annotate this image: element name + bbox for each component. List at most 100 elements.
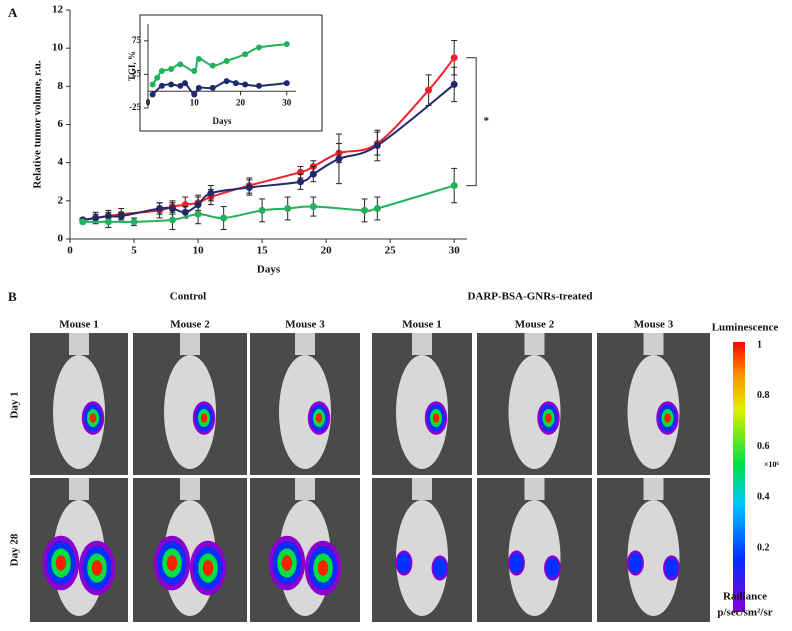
mouse-body: [164, 355, 216, 469]
data-point: [220, 214, 228, 222]
x-tick-label: 15: [257, 245, 269, 257]
y-tick-label: 8: [58, 80, 64, 92]
mouse-label: Mouse 1: [402, 319, 441, 331]
significance-bracket: [466, 57, 477, 187]
colorbar-unit: p/sec/sm²/sr: [717, 607, 772, 619]
data-point: [425, 86, 433, 94]
data-point: [149, 81, 156, 88]
data-point: [191, 91, 198, 98]
holder: [180, 478, 200, 500]
signal: [317, 560, 329, 576]
data-point: [177, 82, 184, 89]
mouse-body: [627, 500, 680, 616]
data-point: [309, 170, 317, 178]
signal: [664, 413, 671, 423]
colorbar: [733, 342, 745, 612]
data-point: [373, 204, 381, 212]
data-point: [284, 204, 292, 212]
annotation: *: [483, 115, 489, 127]
mouse-label: Mouse 3: [285, 319, 325, 331]
signal: [433, 558, 447, 578]
x-tick-label: 20: [321, 245, 333, 257]
x-tick-label: 25: [385, 245, 397, 257]
data-point: [182, 80, 188, 87]
data-point: [156, 204, 164, 212]
trend-line: [82, 57, 455, 221]
signal: [281, 555, 293, 571]
mouse-body: [508, 500, 561, 616]
colorbar-unit-title: Radiance: [723, 591, 767, 603]
y-tick-label: 12: [52, 4, 64, 16]
data-point: [450, 54, 458, 62]
signal: [166, 555, 178, 571]
x-tick-label: 30: [282, 97, 292, 107]
x-tick-label: 10: [190, 97, 200, 107]
signal: [315, 413, 323, 423]
data-point: [373, 141, 381, 149]
signal: [89, 413, 97, 423]
x-tick-label: 5: [131, 245, 137, 257]
data-point: [283, 80, 290, 87]
signal: [509, 553, 524, 573]
y-axis-label: TGI, %: [127, 51, 137, 81]
x-axis-label: Days: [212, 116, 231, 126]
signal: [91, 560, 103, 576]
data-point: [177, 61, 184, 68]
row-label: Day 1: [9, 391, 21, 418]
data-point: [149, 91, 156, 98]
data-point: [256, 44, 262, 51]
data-point: [181, 208, 189, 216]
signal: [545, 413, 552, 423]
mouse-label: Mouse 3: [634, 319, 674, 331]
holder: [412, 478, 432, 500]
colorbar-tick-label: 0.8: [757, 390, 770, 401]
data-point: [168, 81, 175, 88]
data-point: [242, 51, 249, 58]
y-axis-label: Relative tumor volume, r.u.: [32, 60, 44, 189]
y-tick-label: 75: [132, 35, 142, 45]
signal: [55, 555, 67, 571]
holder: [524, 333, 545, 355]
y-tick-label: 4: [58, 156, 64, 168]
mouse-label: Mouse 2: [515, 319, 555, 331]
data-point: [104, 218, 112, 226]
signal: [664, 558, 679, 578]
signal: [202, 560, 214, 576]
data-point: [168, 66, 175, 73]
mouse-label: Mouse 1: [59, 319, 98, 331]
data-point: [195, 55, 202, 62]
mouse-label: Mouse 2: [170, 319, 210, 331]
x-tick-label: 0: [67, 245, 73, 257]
y-tick-label: 25: [132, 68, 142, 78]
data-point: [297, 178, 305, 186]
holder: [412, 333, 432, 355]
colorbar-tick-label: 0.2: [757, 542, 770, 553]
data-point: [223, 57, 230, 64]
x-tick-label: 0: [146, 97, 151, 107]
data-point: [92, 214, 100, 222]
signal: [200, 413, 208, 423]
mouse-body: [508, 355, 561, 469]
mouse-body: [396, 500, 448, 616]
data-point: [258, 206, 266, 214]
data-point: [154, 74, 161, 81]
signal: [397, 553, 411, 573]
trend-line: [82, 184, 455, 223]
y-tick-label: 10: [52, 42, 64, 54]
signal: [628, 553, 643, 573]
data-point: [209, 84, 216, 91]
holder: [295, 478, 315, 500]
data-point: [158, 68, 165, 75]
data-point: [232, 80, 239, 87]
mouse-body: [627, 355, 680, 469]
data-point: [195, 84, 202, 91]
x-tick-label: 10: [193, 245, 205, 257]
data-point: [256, 82, 262, 89]
data-point: [168, 216, 176, 224]
y-tick-label: 6: [58, 118, 64, 130]
holder: [643, 333, 664, 355]
data-point: [450, 182, 458, 190]
data-point: [158, 82, 165, 89]
signal: [545, 558, 560, 578]
data-point: [242, 81, 249, 88]
